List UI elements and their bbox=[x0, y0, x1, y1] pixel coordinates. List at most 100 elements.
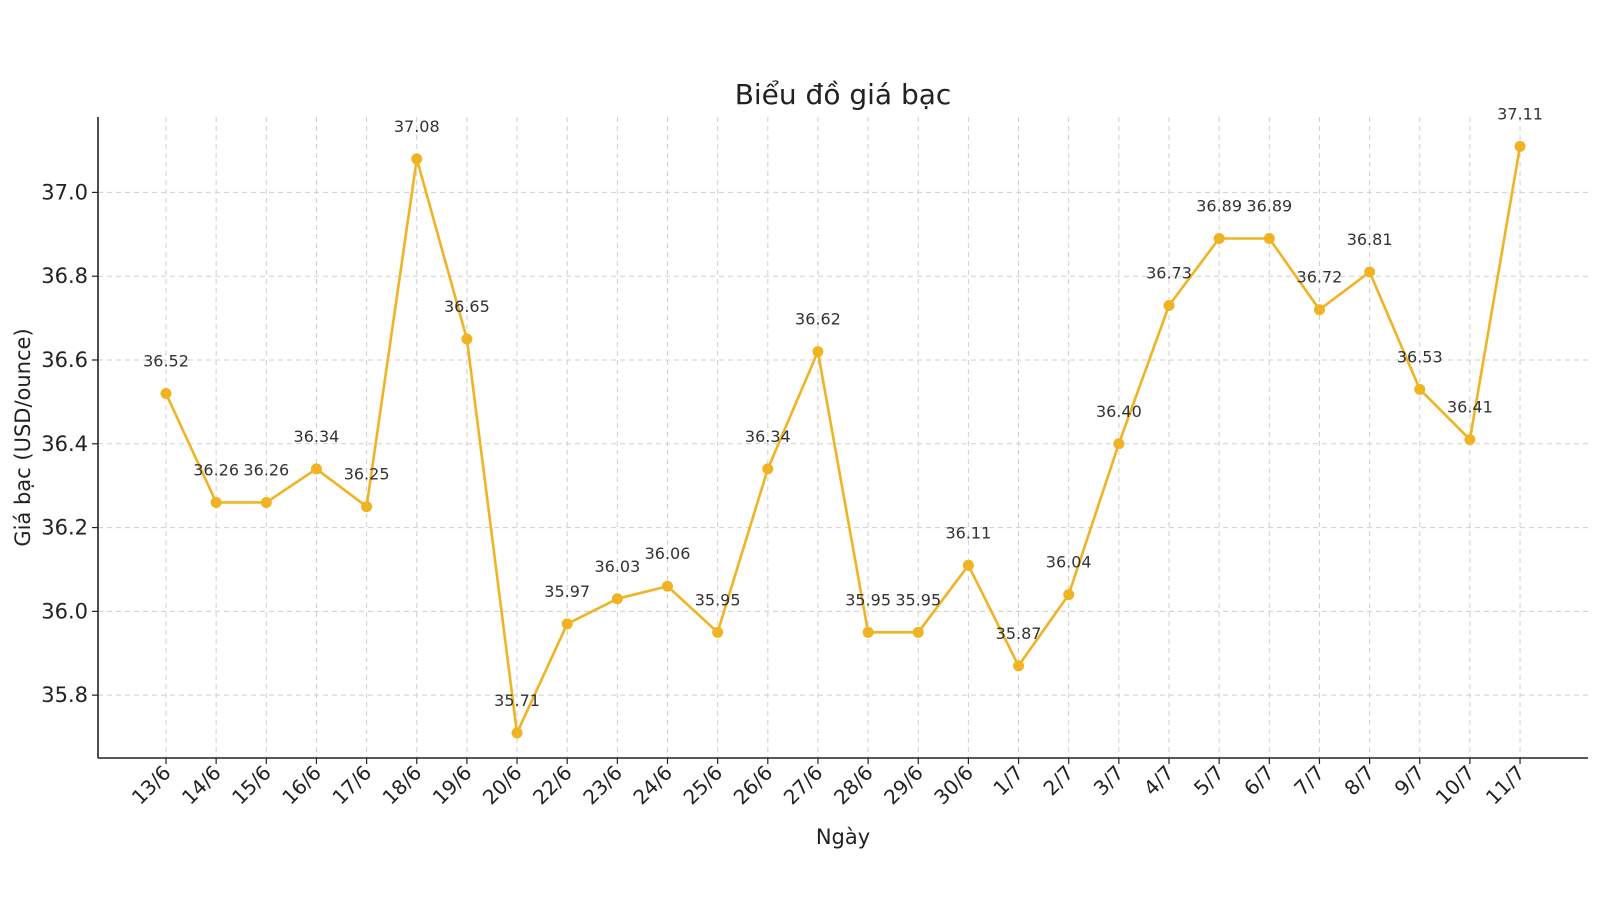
y-axis-label: Giá bạc (USD/ounce) bbox=[11, 328, 35, 546]
data-label: 36.62 bbox=[795, 310, 841, 329]
x-tick-label: 17/6 bbox=[327, 761, 376, 810]
x-tick-label: 29/6 bbox=[879, 761, 928, 810]
data-point bbox=[862, 626, 874, 638]
data-point bbox=[1163, 300, 1175, 312]
data-point bbox=[160, 388, 172, 400]
data-label: 35.95 bbox=[845, 590, 891, 609]
x-axis-label: Ngày bbox=[816, 825, 870, 849]
data-label: 35.87 bbox=[996, 624, 1042, 643]
data-point bbox=[411, 153, 423, 165]
x-tick-label: 24/6 bbox=[628, 761, 677, 810]
data-point bbox=[712, 626, 724, 638]
x-tick-label: 27/6 bbox=[779, 761, 828, 810]
data-label: 36.73 bbox=[1146, 264, 1192, 283]
x-tick-label: 7/7 bbox=[1289, 761, 1329, 801]
x-tick-label: 23/6 bbox=[578, 761, 627, 810]
data-point bbox=[461, 333, 473, 345]
y-tick-label: 36.2 bbox=[41, 516, 88, 540]
y-tick-label: 36.6 bbox=[41, 348, 88, 372]
data-point bbox=[1364, 266, 1376, 278]
x-tick-label: 28/6 bbox=[829, 761, 878, 810]
data-point bbox=[1213, 232, 1225, 244]
y-tick-label: 36.4 bbox=[41, 432, 88, 456]
x-tick-label: 14/6 bbox=[177, 761, 226, 810]
x-tick-label: 4/7 bbox=[1139, 761, 1179, 801]
data-point bbox=[1263, 232, 1275, 244]
x-tick-label: 19/6 bbox=[428, 761, 477, 810]
x-tick-label: 5/7 bbox=[1189, 761, 1229, 801]
data-label: 36.26 bbox=[243, 460, 289, 479]
series-line bbox=[164, 146, 1522, 735]
data-point bbox=[1113, 438, 1125, 450]
grid bbox=[98, 117, 1588, 758]
data-point bbox=[1313, 304, 1325, 316]
x-tick-label: 1/7 bbox=[988, 761, 1028, 801]
data-point bbox=[762, 463, 774, 475]
data-label: 36.06 bbox=[645, 544, 691, 563]
x-tick-label: 8/7 bbox=[1339, 761, 1379, 801]
data-point bbox=[1514, 140, 1526, 152]
x-tick-label: 10/7 bbox=[1431, 761, 1480, 810]
x-tick-label: 6/7 bbox=[1239, 761, 1279, 801]
data-label: 36.34 bbox=[294, 427, 340, 446]
data-point bbox=[260, 496, 272, 508]
x-tick-label: 22/6 bbox=[528, 761, 577, 810]
data-label: 35.95 bbox=[895, 590, 941, 609]
data-label: 36.52 bbox=[143, 352, 189, 371]
data-label: 36.25 bbox=[344, 465, 390, 484]
data-point bbox=[511, 727, 523, 739]
data-point bbox=[361, 501, 373, 513]
data-label: 35.97 bbox=[544, 582, 590, 601]
x-tick-label: 13/6 bbox=[127, 761, 176, 810]
data-point bbox=[611, 593, 623, 605]
y-tick-label: 36.8 bbox=[41, 264, 88, 288]
data-point bbox=[210, 496, 222, 508]
data-label: 36.81 bbox=[1347, 230, 1393, 249]
data-point bbox=[1464, 434, 1476, 446]
data-point bbox=[812, 346, 824, 358]
y-tick-label: 35.8 bbox=[41, 683, 88, 707]
data-label: 36.34 bbox=[745, 427, 791, 446]
y-tick-label: 36.0 bbox=[41, 599, 88, 623]
y-tick-label: 37.0 bbox=[41, 180, 88, 204]
data-label: 36.03 bbox=[594, 557, 640, 576]
data-label: 35.95 bbox=[695, 590, 741, 609]
data-label: 36.40 bbox=[1096, 402, 1142, 421]
x-tick-label: 20/6 bbox=[478, 761, 527, 810]
data-point bbox=[1063, 589, 1075, 601]
data-label: 37.11 bbox=[1497, 104, 1543, 123]
x-tick-label: 2/7 bbox=[1039, 761, 1079, 801]
data-label: 36.41 bbox=[1447, 398, 1493, 417]
data-label: 37.08 bbox=[394, 117, 440, 136]
x-tick-label: 11/7 bbox=[1481, 761, 1530, 810]
data-label: 36.53 bbox=[1397, 347, 1443, 366]
data-label: 36.89 bbox=[1196, 196, 1242, 215]
data-point bbox=[912, 626, 924, 638]
data-point bbox=[962, 559, 974, 571]
x-tick-label: 16/6 bbox=[277, 761, 326, 810]
x-tick-label: 15/6 bbox=[227, 761, 276, 810]
data-point bbox=[662, 580, 673, 592]
x-tick-label: 9/7 bbox=[1390, 761, 1430, 801]
chart-title: Biểu đồ giá bạc bbox=[735, 78, 952, 111]
data-label: 36.11 bbox=[945, 523, 991, 542]
data-point bbox=[310, 463, 322, 475]
series bbox=[160, 140, 1526, 739]
data-point bbox=[1013, 660, 1025, 672]
data-point bbox=[561, 618, 573, 630]
x-tick-label: 3/7 bbox=[1089, 761, 1129, 801]
data-label: 36.04 bbox=[1046, 553, 1092, 572]
x-tick-label: 30/6 bbox=[929, 761, 978, 810]
data-label: 36.72 bbox=[1297, 268, 1343, 287]
data-label: 36.89 bbox=[1246, 196, 1292, 215]
data-point bbox=[1414, 383, 1426, 395]
x-tick-label: 25/6 bbox=[678, 761, 727, 810]
x-tick-label: 26/6 bbox=[729, 761, 778, 810]
data-label: 36.26 bbox=[193, 460, 239, 479]
data-label: 36.65 bbox=[444, 297, 490, 316]
x-tick-label: 18/6 bbox=[378, 761, 427, 810]
data-label: 35.71 bbox=[494, 691, 540, 710]
